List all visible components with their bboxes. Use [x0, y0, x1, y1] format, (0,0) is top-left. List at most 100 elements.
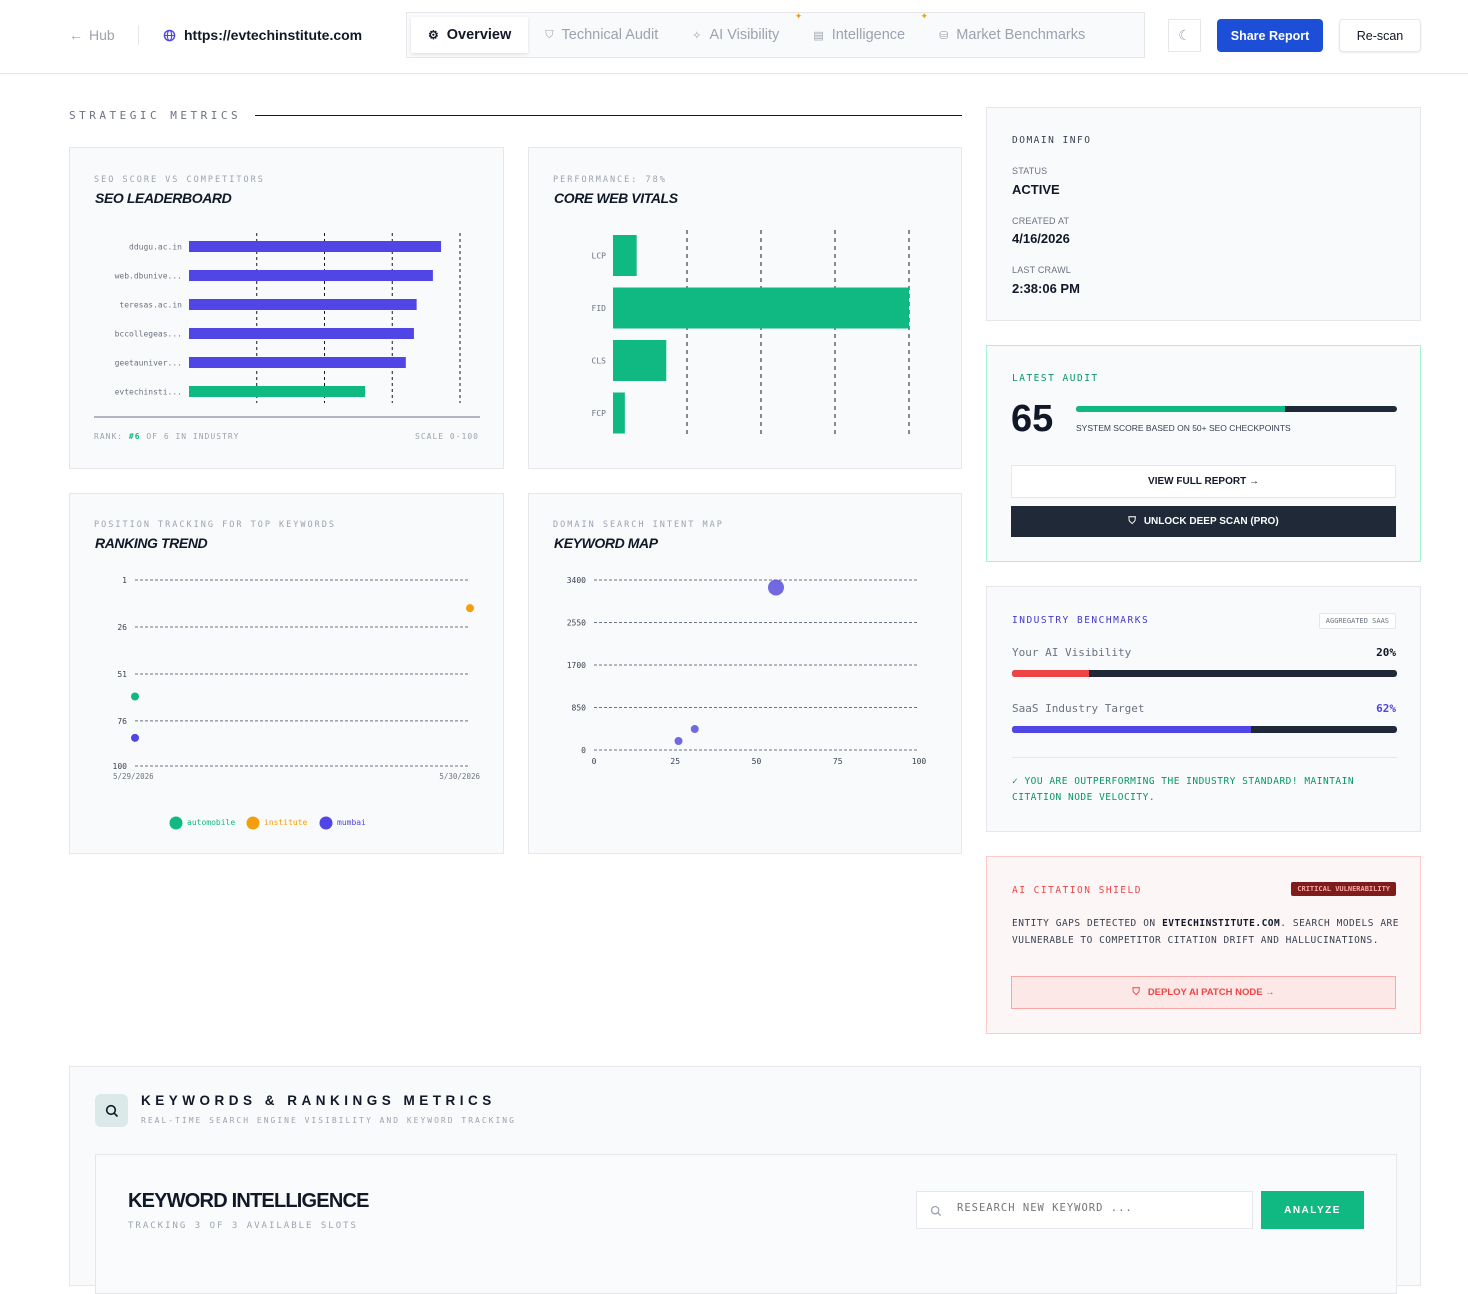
panel-subtitle: TRACKING 3 OF 3 AVAILABLE SLOTS [128, 1221, 358, 1231]
tab-label: Technical Audit [561, 27, 659, 43]
rank-suffix: OF 6 IN INDUSTRY [146, 432, 240, 441]
card-label: INDUSTRY BENCHMARKS [1012, 615, 1150, 626]
seo-leaderboard-card: SEO SCORE VS COMPETITORS SEO LEADERBOARD… [69, 147, 504, 469]
card-kicker: POSITION TRACKING FOR TOP KEYWORDS [94, 520, 336, 530]
benchmark-label: Your AI Visibility [1012, 646, 1132, 659]
tick-label: geetauniver... [115, 359, 182, 368]
bar [189, 270, 433, 281]
tick-label: 50 [752, 757, 762, 766]
tab-label: Intelligence [831, 27, 906, 43]
audit-caption: SYSTEM SCORE BASED ON 50+ SEO CHECKPOINT… [1076, 423, 1291, 433]
new-sparkle-icon: ✦ [920, 11, 929, 21]
aggregated-badge: AGGREGATED SAAS [1318, 613, 1396, 629]
search-icon-badge [95, 1094, 128, 1127]
benchmark-label: SaaS Industry Target [1012, 702, 1145, 715]
status-value: ACTIVE [1012, 182, 1060, 197]
card-kicker: DOMAIN SEARCH INTENT MAP [553, 520, 724, 530]
audit-score-bar [1076, 406, 1397, 412]
shield-text: . SEARCH MODELS ARE VULNERABLE TO COMPET… [1012, 918, 1399, 946]
bar [613, 235, 637, 276]
bar [613, 287, 909, 329]
share-report-button[interactable]: Share Report [1217, 19, 1323, 52]
grid-icon: ⚙ [428, 28, 439, 42]
keywords-section: KEYWORDS & RANKINGS METRICS REAL-TIME SE… [69, 1066, 1421, 1294]
shield-description: ENTITY GAPS DETECTED ON EVTECHINSTITUTE.… [1012, 916, 1399, 949]
last-crawl-value: 2:38:06 PM [1012, 281, 1080, 296]
keyword-intelligence-panel: KEYWORD INTELLIGENCE TRACKING 3 OF 3 AVA… [95, 1154, 1397, 1294]
database-icon: ⛁ [939, 29, 949, 42]
keyword-map-card: DOMAIN SEARCH INTENT MAP KEYWORD MAP 0 85… [528, 493, 962, 854]
industry-benchmarks-card: INDUSTRY BENCHMARKS AGGREGATED SAAS Your… [986, 586, 1421, 832]
tick-label: evtechinsti... [115, 388, 182, 397]
card-label: LATEST AUDIT [1012, 373, 1099, 384]
card-kicker: SEO SCORE VS COMPETITORS [94, 175, 265, 185]
bar [189, 386, 366, 397]
theme-toggle-button[interactable]: ☾ [1168, 19, 1201, 52]
leaderboard-chart: ddugu.ac.in web.dbunive... teresas.ac.in bc… [94, 233, 480, 418]
keyword-search-field[interactable] [916, 1191, 1253, 1229]
status-label: STATUS [1012, 166, 1048, 176]
tick-label: FID [592, 304, 607, 313]
critical-badge: CRITICAL VULNERABILITY [1291, 882, 1396, 896]
tick-label: 51 [117, 670, 127, 679]
rank-prefix: RANK: [94, 432, 124, 441]
tick-label: 0 [581, 746, 586, 755]
tick-label: 5/29/2026 [113, 772, 154, 781]
tick-label: 100 [912, 757, 927, 766]
section-subtitle: REAL-TIME SEARCH ENGINE VISIBILITY AND K… [141, 1116, 516, 1125]
tick-label: 850 [572, 704, 587, 713]
tick-label: web.dbunive... [115, 272, 182, 281]
shield-text: ENTITY GAPS DETECTED ON [1012, 918, 1156, 929]
search-icon [105, 1104, 118, 1117]
tab-label: Market Benchmarks [956, 27, 1086, 43]
sparkle-icon: ✧ [692, 29, 702, 42]
tab-technical-audit[interactable]: ⛉ Technical Audit [528, 17, 675, 53]
rank-info: RANK: #6 OF 6 IN INDUSTRY [94, 432, 239, 441]
created-label: CREATED AT [1012, 216, 1070, 226]
tick-label: 3400 [567, 576, 586, 585]
keyword-search-input[interactable] [957, 1202, 1237, 1214]
legend-label: mumbai [337, 818, 366, 827]
arrow-left-icon: ← [69, 27, 83, 43]
rescan-button[interactable]: Re-scan [1339, 19, 1421, 52]
tab-intelligence[interactable]: ▤ Intelligence ✦ [796, 11, 928, 53]
bar [189, 299, 417, 310]
data-point [131, 692, 139, 701]
tick-label: 100 [113, 762, 128, 771]
unlock-label: UNLOCK DEEP SCAN (PRO) [1143, 516, 1279, 527]
legend-marker [246, 816, 260, 830]
analyze-button[interactable]: ANALYZE [1261, 1191, 1364, 1229]
legend-label: automobile [187, 818, 235, 827]
tick-label: 75 [833, 757, 843, 766]
tick-label: teresas.ac.in [119, 301, 182, 310]
tick-label: 2550 [567, 619, 586, 628]
card-kicker: PERFORMANCE: 78% [553, 175, 667, 185]
main-tabs: ⚙ Overview ⛉ Technical Audit ✧ AI Visibi… [406, 11, 1145, 58]
data-point [768, 579, 784, 596]
shield-icon: ⛉ [545, 28, 554, 41]
tab-label: AI Visibility [709, 27, 780, 43]
rank-value: #6 [128, 432, 141, 441]
cwv-chart: LCP FID CLS FCP [592, 230, 910, 438]
panel-title: KEYWORD INTELLIGENCE [128, 1190, 369, 1212]
url-text: https://evtechinstitute.com [184, 27, 363, 43]
tab-market-benchmarks[interactable]: ⛁ Market Benchmarks [922, 17, 1102, 53]
hub-label: Hub [89, 27, 115, 43]
search-icon [930, 1205, 942, 1217]
tick-label: 5/30/2026 [439, 772, 480, 781]
tab-ai-visibility[interactable]: ✧ AI Visibility ✦ [675, 11, 802, 53]
legend-label: institute [264, 818, 308, 827]
industry-target-bar [1012, 726, 1397, 733]
tab-overview[interactable]: ⚙ Overview [411, 17, 529, 53]
tick-label: 26 [117, 623, 127, 632]
created-value: 4/16/2026 [1012, 231, 1070, 246]
section-title: KEYWORDS & RANKINGS METRICS [141, 1093, 496, 1108]
view-full-report-button[interactable]: VIEW FULL REPORT → [1011, 465, 1396, 498]
hub-back-link[interactable]: ← Hub [69, 27, 115, 43]
unlock-deep-scan-button[interactable]: ⛉ UNLOCK DEEP SCAN (PRO) [1011, 506, 1396, 537]
shield-icon: ⛉ [1128, 516, 1136, 527]
legend-marker [319, 816, 333, 830]
deploy-patch-button[interactable]: ⛉ DEPLOY AI PATCH NODE → [1011, 976, 1396, 1009]
